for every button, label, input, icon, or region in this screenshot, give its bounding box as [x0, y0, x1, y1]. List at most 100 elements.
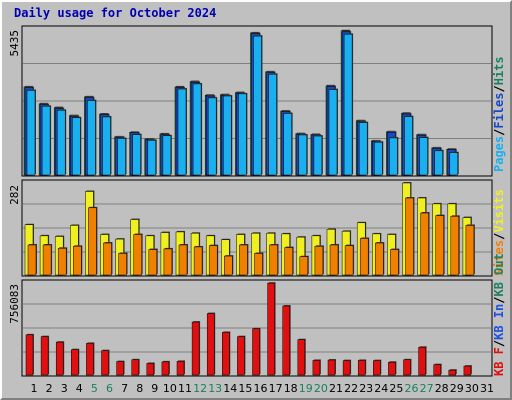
pages-bar-15	[238, 93, 247, 176]
sites-bar-4	[73, 246, 82, 276]
day-label: 16	[254, 382, 268, 395]
sites-bar-22	[344, 245, 354, 276]
sites-bar-26	[405, 197, 414, 276]
kbf-bar-29	[448, 369, 457, 376]
y-max-kbytes: 756083	[8, 284, 21, 324]
kbf-bar-23	[357, 360, 366, 376]
kbf-bar-25	[388, 361, 396, 376]
pages-bar-24	[374, 141, 383, 176]
day-label: 24	[374, 382, 388, 395]
kbf-bar-18	[282, 305, 290, 376]
kbf-bar-16	[252, 328, 260, 376]
day-label: 19	[299, 382, 313, 395]
legend-sep-3: /	[492, 233, 506, 240]
sites-bar-21	[329, 244, 339, 276]
kbf-bar-12	[191, 321, 200, 376]
kbf-bar-15	[237, 336, 245, 376]
day-label: 6	[106, 382, 113, 395]
day-label: 20	[314, 382, 328, 395]
kbf-bar-26	[403, 359, 411, 376]
sites-bar-9	[148, 249, 158, 276]
day-label: 11	[178, 382, 192, 395]
pages-bar-6	[102, 116, 111, 176]
kbf-bar-19	[297, 339, 306, 376]
sites-bar-14	[224, 255, 233, 276]
day-label: 17	[269, 382, 283, 395]
sites-bar-8	[133, 234, 142, 276]
kbf-bar-27	[418, 347, 426, 376]
kbf-bar-1	[25, 334, 34, 376]
pages-bar-17	[268, 74, 277, 176]
legend-sep-1: /	[492, 129, 506, 136]
pages-bar-20	[313, 135, 323, 176]
hits-bars	[23, 29, 459, 176]
sites-bar-30	[465, 225, 475, 276]
pages-bar-12	[192, 83, 202, 176]
kbf-bar-10	[161, 361, 170, 376]
kbf-bar-5	[86, 343, 94, 376]
day-label: 30	[465, 382, 479, 395]
kbf-bar-3	[55, 341, 64, 376]
sites-bar-20	[314, 246, 324, 276]
day-label: 25	[389, 382, 403, 395]
sites-bar-24	[375, 242, 384, 276]
legend-kbytes: KB F/KB In/KB Out	[492, 253, 506, 376]
day-label: 23	[359, 382, 373, 395]
visits-bars	[24, 182, 475, 276]
kbf-bar-2	[40, 336, 49, 376]
day-label: 15	[238, 382, 252, 395]
legend-sep-4: /	[492, 340, 506, 347]
page-title: Daily usage for October 2024	[14, 6, 217, 20]
kbf-bar-21	[327, 359, 336, 376]
sites-bar-1	[27, 244, 37, 276]
day-label: 22	[344, 382, 358, 395]
sites-bar-29	[450, 216, 460, 276]
legend-hits: Pages/Files/Hits	[492, 56, 506, 172]
kbf-bar-24	[373, 360, 381, 376]
pages-bar-11	[177, 88, 187, 176]
legend-sep-5: /	[492, 297, 506, 304]
day-label: 13	[208, 382, 222, 395]
pages-bar-10	[162, 135, 172, 176]
sites-bar-27	[420, 212, 429, 276]
legend-kbout: KB Out	[492, 253, 506, 296]
day-label: 14	[223, 382, 237, 395]
sites-bar-19	[299, 256, 309, 276]
pages-bar-2	[41, 105, 51, 176]
kbf-bar-28	[433, 364, 441, 376]
sites-bar-10	[163, 248, 173, 276]
pages-bar-9	[147, 140, 157, 176]
y-max-visits: 282	[8, 185, 21, 205]
pages-bar-21	[328, 89, 338, 176]
kbf-bar-7	[116, 361, 124, 376]
legend-kbin: KB In	[492, 304, 506, 340]
sites-bar-16	[254, 253, 263, 276]
kbf-bar-13	[206, 313, 215, 376]
sites-bar-17	[269, 244, 278, 276]
kbf-bar-8	[131, 359, 139, 376]
kbf-bar-9	[146, 363, 155, 376]
legend-hits-label: Hits	[492, 56, 506, 85]
kbf-bar-20	[312, 360, 321, 376]
pages-bar-8	[132, 134, 141, 176]
pages-bar-7	[117, 138, 126, 176]
sites-bar-11	[178, 244, 188, 276]
sites-bar-23	[359, 238, 369, 276]
day-label: 2	[46, 382, 53, 395]
sites-bar-5	[88, 207, 97, 276]
pages-bar-16	[253, 35, 262, 176]
legend-kbf: KB F	[492, 347, 506, 376]
legend-visits-label: Visits	[492, 189, 506, 232]
pages-bar-28	[434, 150, 443, 176]
pages-bar-25	[389, 137, 398, 176]
sites-bar-18	[284, 247, 293, 276]
day-label: 1	[31, 382, 38, 395]
day-label: 27	[420, 382, 434, 395]
day-labels: 1 2 3 4 5 6 7 8 9 10 11 12 13 14 15 16 17 18 19 20 21 22 23 24 2…	[31, 382, 495, 395]
kbf-bar-22	[342, 360, 351, 376]
pages-bar-23	[358, 122, 368, 176]
day-label: 26	[405, 382, 419, 395]
sites-bar-28	[435, 215, 444, 276]
pages-bar-18	[283, 113, 292, 176]
